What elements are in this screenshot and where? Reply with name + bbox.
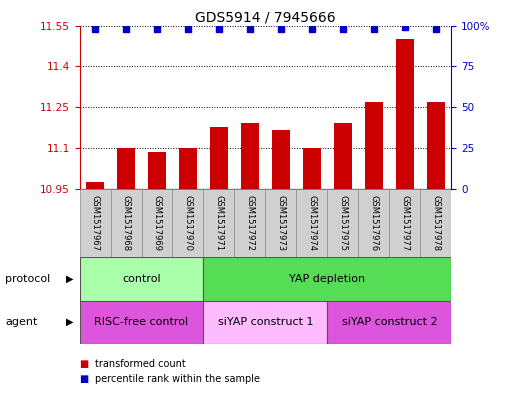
Text: GSM1517972: GSM1517972 — [246, 195, 254, 251]
Bar — [303, 148, 321, 189]
Text: siYAP construct 2: siYAP construct 2 — [342, 317, 437, 327]
Bar — [86, 182, 104, 189]
Text: agent: agent — [5, 317, 37, 327]
Bar — [204, 301, 327, 344]
Bar — [265, 189, 297, 257]
Bar — [333, 123, 352, 189]
Text: GSM1517974: GSM1517974 — [307, 195, 317, 251]
Bar — [116, 148, 135, 189]
Text: ▶: ▶ — [66, 317, 73, 327]
Bar — [365, 102, 383, 189]
Bar — [297, 189, 327, 257]
Text: GSM1517977: GSM1517977 — [401, 195, 409, 251]
Text: transformed count: transformed count — [95, 358, 186, 369]
Bar — [204, 257, 451, 301]
Bar — [80, 257, 204, 301]
Bar — [272, 130, 290, 189]
Bar — [142, 189, 172, 257]
Bar — [110, 189, 142, 257]
Bar — [80, 301, 204, 344]
Text: siYAP construct 1: siYAP construct 1 — [218, 317, 313, 327]
Text: control: control — [122, 274, 161, 284]
Bar — [204, 189, 234, 257]
Bar — [421, 189, 451, 257]
Text: GSM1517968: GSM1517968 — [122, 195, 130, 251]
Text: protocol: protocol — [5, 274, 50, 284]
Bar — [327, 189, 359, 257]
Bar — [172, 189, 204, 257]
Text: GSM1517975: GSM1517975 — [339, 195, 347, 251]
Text: RISC-free control: RISC-free control — [94, 317, 189, 327]
Bar — [148, 152, 166, 189]
Bar — [327, 301, 451, 344]
Bar — [389, 189, 421, 257]
Bar — [179, 148, 198, 189]
Bar — [80, 189, 110, 257]
Bar — [427, 102, 445, 189]
Text: GSM1517967: GSM1517967 — [90, 195, 100, 251]
Bar — [241, 123, 259, 189]
Bar — [396, 39, 415, 189]
Bar — [359, 189, 389, 257]
Text: GSM1517976: GSM1517976 — [369, 195, 379, 251]
Text: GSM1517971: GSM1517971 — [214, 195, 224, 251]
Title: GDS5914 / 7945666: GDS5914 / 7945666 — [195, 10, 336, 24]
Bar — [234, 189, 265, 257]
Text: ▶: ▶ — [66, 274, 73, 284]
Text: percentile rank within the sample: percentile rank within the sample — [95, 374, 260, 384]
Text: GSM1517978: GSM1517978 — [431, 195, 441, 251]
Text: YAP depletion: YAP depletion — [289, 274, 366, 284]
Text: ■: ■ — [80, 374, 89, 384]
Text: GSM1517969: GSM1517969 — [152, 195, 162, 251]
Text: ■: ■ — [80, 358, 89, 369]
Text: GSM1517970: GSM1517970 — [184, 195, 192, 251]
Bar — [210, 127, 228, 189]
Text: GSM1517973: GSM1517973 — [277, 195, 285, 251]
